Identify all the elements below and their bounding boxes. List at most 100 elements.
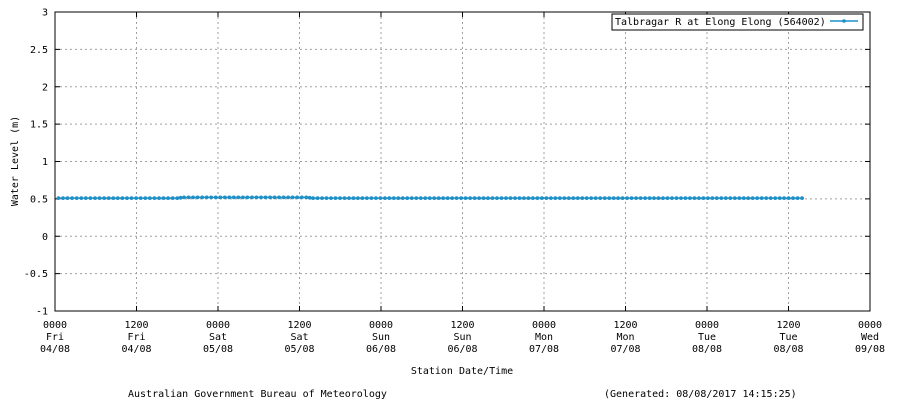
data-point bbox=[227, 195, 232, 200]
data-point bbox=[56, 196, 61, 201]
data-point bbox=[454, 196, 459, 201]
x-tick-label: 0000 Mon 07/08 bbox=[529, 320, 559, 355]
data-point bbox=[290, 195, 295, 200]
data-point bbox=[70, 196, 74, 201]
data-point bbox=[250, 195, 254, 200]
data-point bbox=[593, 196, 598, 201]
data-point bbox=[138, 196, 143, 201]
data-point bbox=[329, 196, 333, 201]
y-tick-label: 0.5 bbox=[30, 194, 48, 205]
x-tick-date: 09/08 bbox=[855, 344, 885, 355]
data-point bbox=[486, 196, 490, 201]
data-point bbox=[342, 196, 347, 201]
data-point bbox=[800, 196, 804, 201]
data-point bbox=[755, 196, 760, 201]
x-tick-label: 1200 Fri 04/08 bbox=[121, 320, 151, 355]
data-point bbox=[259, 195, 263, 200]
data-point bbox=[286, 195, 291, 200]
data-point bbox=[786, 196, 791, 201]
data-point bbox=[97, 196, 102, 201]
data-point bbox=[391, 196, 396, 201]
data-point bbox=[504, 196, 508, 201]
data-point bbox=[701, 196, 706, 201]
data-point bbox=[575, 196, 580, 201]
data-point bbox=[115, 196, 120, 201]
data-point bbox=[356, 196, 360, 201]
data-point bbox=[732, 196, 737, 201]
data-point bbox=[746, 196, 751, 201]
x-tick-day: Fri bbox=[46, 332, 64, 343]
data-point bbox=[338, 196, 342, 201]
x-tick-day: Tue bbox=[779, 332, 797, 343]
grid-lines bbox=[55, 12, 870, 311]
data-point bbox=[295, 195, 300, 200]
legend-marker-sample bbox=[842, 19, 846, 23]
x-tick-time: 1200 bbox=[613, 320, 637, 331]
data-point bbox=[320, 196, 324, 201]
data-point bbox=[324, 196, 329, 201]
data-point bbox=[477, 196, 481, 201]
data-point bbox=[347, 196, 351, 201]
data-point bbox=[365, 196, 369, 201]
data-point bbox=[665, 196, 670, 201]
data-point bbox=[263, 195, 268, 200]
plot-area bbox=[54, 11, 871, 312]
data-point bbox=[706, 196, 710, 201]
y-tick-label: 2 bbox=[42, 82, 48, 93]
data-point bbox=[396, 196, 401, 201]
data-point bbox=[777, 196, 782, 201]
data-point bbox=[714, 196, 719, 201]
data-point bbox=[544, 196, 549, 201]
x-tick-date: 04/08 bbox=[40, 344, 70, 355]
x-axis-label: Station Date/Time bbox=[411, 366, 513, 377]
legend-box bbox=[611, 13, 864, 31]
data-point bbox=[531, 196, 535, 201]
data-point bbox=[369, 196, 374, 201]
x-tick-date: 07/08 bbox=[610, 344, 640, 355]
data-point bbox=[418, 196, 423, 201]
x-tick-label: 1200 Sat 05/08 bbox=[284, 320, 314, 355]
data-point bbox=[508, 196, 513, 201]
data-point bbox=[79, 196, 84, 201]
data-point bbox=[450, 196, 455, 201]
x-tick-time: 0000 bbox=[43, 320, 67, 331]
data-point bbox=[436, 196, 441, 201]
data-point bbox=[178, 195, 183, 200]
data-point bbox=[307, 195, 312, 200]
data-point bbox=[598, 196, 603, 201]
data-point bbox=[414, 196, 419, 201]
data-point bbox=[759, 196, 764, 201]
y-tick-label: 3 bbox=[42, 8, 48, 19]
x-tick-label: 0000 Sun 06/08 bbox=[366, 320, 396, 355]
data-point bbox=[741, 196, 746, 201]
data-point bbox=[378, 196, 383, 201]
data-point bbox=[254, 195, 259, 200]
y-tick-label: 0 bbox=[42, 232, 48, 243]
data-point bbox=[750, 196, 755, 201]
y-tick-label: 1.5 bbox=[30, 120, 48, 131]
x-tick-time: 1200 bbox=[287, 320, 311, 331]
data-point bbox=[683, 196, 688, 201]
data-point bbox=[620, 196, 625, 201]
data-point bbox=[441, 196, 446, 201]
data-point bbox=[134, 196, 139, 201]
data-point bbox=[737, 196, 742, 201]
data-point bbox=[213, 195, 218, 200]
data-point bbox=[383, 196, 387, 201]
data-point bbox=[526, 196, 531, 201]
data-point bbox=[88, 196, 93, 201]
data-point bbox=[490, 196, 495, 201]
data-point bbox=[299, 195, 304, 200]
x-tick-day: Mon bbox=[535, 332, 553, 343]
data-point bbox=[120, 196, 125, 201]
x-tick-date: 05/08 bbox=[203, 344, 233, 355]
data-point bbox=[728, 196, 733, 201]
data-point bbox=[175, 196, 180, 201]
data-point bbox=[170, 196, 175, 201]
data-point bbox=[607, 196, 612, 201]
data-point bbox=[522, 196, 526, 201]
data-point bbox=[241, 195, 245, 200]
data-point bbox=[562, 196, 567, 201]
data-point bbox=[463, 196, 468, 201]
